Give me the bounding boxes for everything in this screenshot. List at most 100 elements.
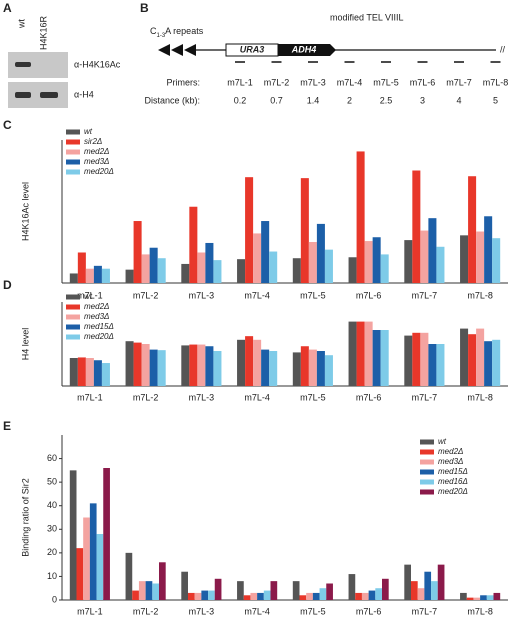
y-tick-label: 10 (47, 571, 57, 581)
x-tick-label: m7L-7 (412, 290, 438, 300)
antibody-label: α-H4K16Ac (74, 59, 121, 69)
x-tick-label: m7L-3 (189, 290, 215, 300)
bar (380, 330, 389, 386)
bar (157, 350, 166, 386)
bar (141, 254, 150, 283)
bar (492, 238, 501, 283)
bar (372, 237, 381, 283)
legend-label: med20Δ (438, 487, 468, 496)
x-tick-label: m7L-6 (356, 290, 382, 300)
bar (103, 468, 110, 600)
bar (348, 257, 357, 283)
bar (410, 581, 418, 600)
bar (181, 571, 188, 600)
bar (83, 517, 90, 600)
bar (237, 581, 244, 600)
bar (245, 177, 254, 283)
legend-swatch (420, 439, 434, 445)
legend-swatch (66, 139, 80, 145)
lane-label: H4K16R (38, 15, 48, 50)
y-tick-label: 0 (52, 594, 57, 604)
bar (132, 590, 139, 600)
bar (157, 258, 166, 283)
bar (141, 344, 150, 386)
y-axis-label: H4K16Ac level (20, 182, 30, 241)
x-tick-label: m7L-7 (412, 606, 438, 616)
bar (93, 265, 102, 283)
bar (181, 263, 190, 283)
legend-label: med15Δ (84, 322, 114, 331)
y-tick-label: 20 (47, 547, 57, 557)
primers-label: Primers: (167, 77, 201, 87)
primer-label: m7L-7 (446, 77, 472, 87)
bar (356, 321, 365, 386)
x-tick-label: m7L-8 (467, 392, 493, 402)
bar (93, 360, 102, 386)
gene-label: URA3 (240, 44, 265, 54)
distance-value: 0.2 (234, 95, 247, 105)
x-tick-label: m7L-2 (133, 392, 159, 402)
bar (316, 223, 325, 283)
distance-value: 0.7 (270, 95, 283, 105)
bar (125, 341, 134, 386)
bar (253, 233, 262, 283)
bar (473, 597, 481, 600)
bar (270, 581, 278, 600)
legend-swatch (420, 459, 434, 465)
bar (189, 344, 198, 386)
legend-label: wt (84, 127, 93, 136)
legend-label: med20Δ (84, 332, 114, 341)
primer-label: m7L-5 (373, 77, 399, 87)
bar (213, 351, 222, 386)
bar (101, 363, 110, 386)
bar (348, 574, 356, 600)
bar (468, 334, 477, 386)
distance-value: 2.5 (380, 95, 393, 105)
y-tick-label: 30 (47, 524, 57, 534)
primer-label: m7L-3 (300, 77, 326, 87)
primer-label: m7L-4 (337, 77, 363, 87)
bar (404, 564, 411, 600)
bar (324, 249, 333, 283)
bar (420, 332, 429, 386)
bar (326, 583, 333, 600)
legend-swatch (66, 149, 80, 155)
bar (368, 590, 376, 600)
bar (269, 351, 278, 386)
bar (205, 242, 214, 283)
legend-label: wt (84, 292, 93, 301)
repeats-main: C (150, 26, 157, 36)
panel-label: E (3, 419, 11, 433)
bar (460, 592, 467, 600)
legend-swatch (66, 334, 80, 340)
bar (96, 534, 104, 600)
bar (484, 216, 493, 283)
primer-label: m7L-8 (483, 77, 509, 87)
x-tick-label: m7L-2 (133, 290, 159, 300)
legend-swatch (420, 489, 434, 495)
bar (308, 242, 317, 283)
bar (89, 503, 97, 600)
y-tick-label: 40 (47, 500, 57, 510)
legend-swatch (66, 159, 80, 165)
panel-label: C (3, 118, 12, 132)
primer-label: m7L-2 (264, 77, 290, 87)
bar (201, 590, 209, 600)
bar (476, 231, 485, 283)
bar (237, 339, 246, 386)
legend-label: med20Δ (84, 167, 114, 176)
legend-label: med3Δ (84, 312, 109, 321)
bar (364, 321, 373, 386)
bar (257, 592, 264, 600)
legend-label: med16Δ (438, 477, 468, 486)
bar (424, 571, 432, 600)
distance-value: 5 (493, 95, 498, 105)
bar (263, 590, 271, 600)
band (15, 62, 31, 67)
distance-value: 1.4 (307, 95, 320, 105)
bar (308, 349, 317, 386)
bar (245, 336, 254, 386)
bar (460, 328, 469, 386)
repeat-arrows (158, 44, 196, 56)
legend-label: med15Δ (438, 467, 468, 476)
